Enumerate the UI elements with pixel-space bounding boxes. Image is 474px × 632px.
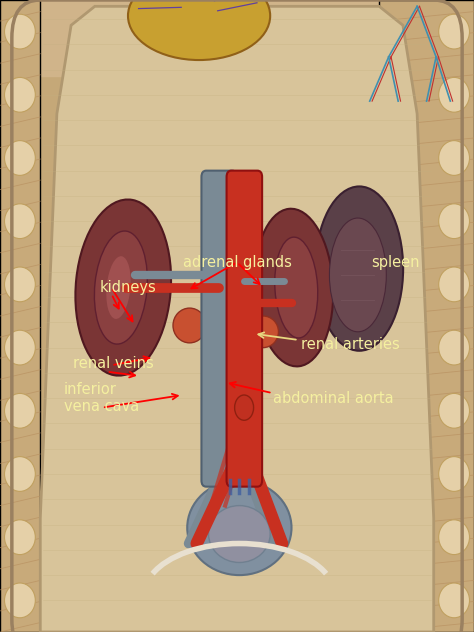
Ellipse shape (209, 506, 270, 562)
Text: renal veins: renal veins (73, 356, 154, 371)
Ellipse shape (5, 520, 35, 555)
Ellipse shape (439, 14, 469, 49)
Ellipse shape (439, 330, 469, 365)
Ellipse shape (5, 583, 35, 618)
FancyBboxPatch shape (227, 171, 262, 487)
Ellipse shape (5, 14, 35, 49)
FancyBboxPatch shape (0, 0, 40, 632)
Polygon shape (40, 6, 434, 632)
Ellipse shape (439, 583, 469, 618)
Ellipse shape (235, 395, 254, 420)
Ellipse shape (439, 267, 469, 301)
Ellipse shape (439, 204, 469, 238)
Text: adrenal glands: adrenal glands (182, 255, 292, 270)
Ellipse shape (439, 456, 469, 492)
Ellipse shape (275, 237, 318, 338)
Ellipse shape (248, 316, 279, 348)
Ellipse shape (5, 77, 35, 112)
Ellipse shape (75, 200, 171, 375)
FancyBboxPatch shape (379, 0, 474, 632)
Ellipse shape (173, 308, 206, 343)
Text: spleen: spleen (372, 255, 420, 270)
Ellipse shape (128, 0, 270, 60)
Ellipse shape (5, 267, 35, 301)
Ellipse shape (5, 330, 35, 365)
Ellipse shape (187, 480, 292, 575)
Ellipse shape (439, 520, 469, 555)
Ellipse shape (255, 209, 333, 367)
Ellipse shape (439, 393, 469, 428)
Ellipse shape (439, 140, 469, 175)
Text: abdominal aorta: abdominal aorta (273, 391, 393, 406)
Ellipse shape (5, 140, 35, 175)
Ellipse shape (106, 256, 131, 319)
Ellipse shape (5, 456, 35, 492)
Text: renal arteries: renal arteries (301, 337, 400, 352)
Ellipse shape (94, 231, 147, 344)
Ellipse shape (5, 204, 35, 238)
Text: inferior
vena cava: inferior vena cava (64, 382, 139, 415)
Text: kidneys: kidneys (100, 280, 156, 295)
Ellipse shape (316, 186, 403, 351)
Ellipse shape (5, 393, 35, 428)
Ellipse shape (329, 218, 386, 332)
Ellipse shape (439, 77, 469, 112)
FancyBboxPatch shape (201, 171, 237, 487)
